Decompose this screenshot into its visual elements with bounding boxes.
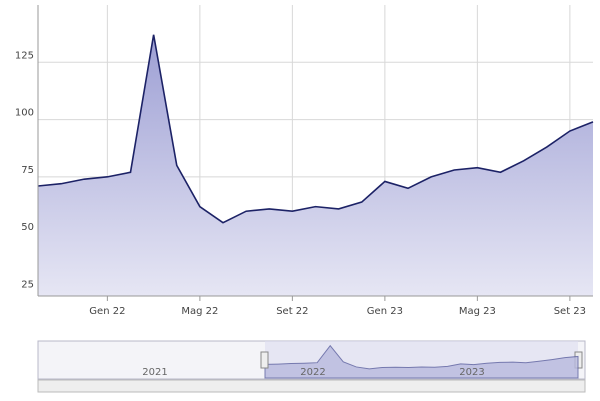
navigator-label: 2023 [459, 367, 484, 378]
y-tick-label: 75 [21, 165, 34, 176]
area [38, 34, 593, 296]
x-tick-label: Gen 22 [89, 306, 125, 317]
y-tick-label: 100 [15, 108, 34, 119]
y-tick-label: 50 [21, 222, 34, 233]
navigator-label: 2021 [142, 367, 167, 378]
x-tick-label: Mag 23 [459, 306, 496, 317]
y-tick-label: 25 [21, 279, 34, 290]
navigator-series [264, 344, 579, 379]
navigator[interactable]: 2021 2022 2023 [37, 340, 586, 393]
x-tick-label: Mag 22 [181, 306, 218, 317]
y-tick-label: 125 [15, 50, 34, 61]
x-tick-label: Gen 23 [367, 306, 403, 317]
x-tick-label: Set 22 [276, 306, 308, 317]
scrollbar-track[interactable] [37, 379, 586, 393]
navigator-handle[interactable] [260, 351, 269, 369]
navigator-label: 2022 [300, 367, 325, 378]
line [37, 34, 594, 224]
x-tick-label: Set 23 [554, 306, 586, 317]
